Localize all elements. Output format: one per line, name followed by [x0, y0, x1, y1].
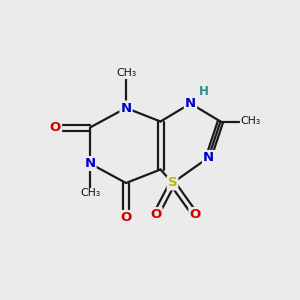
- Text: O: O: [150, 208, 162, 221]
- Text: CH₃: CH₃: [80, 188, 100, 199]
- Text: S: S: [168, 176, 177, 190]
- Text: N: N: [185, 97, 196, 110]
- Text: CH₃: CH₃: [116, 68, 136, 79]
- Text: O: O: [120, 211, 132, 224]
- Text: H: H: [199, 85, 209, 98]
- Text: O: O: [189, 208, 201, 221]
- Text: N: N: [84, 157, 96, 170]
- Text: CH₃: CH₃: [240, 116, 261, 127]
- Text: O: O: [50, 121, 61, 134]
- Text: N: N: [203, 151, 214, 164]
- Text: N: N: [120, 101, 132, 115]
- Text: N: N: [185, 97, 196, 110]
